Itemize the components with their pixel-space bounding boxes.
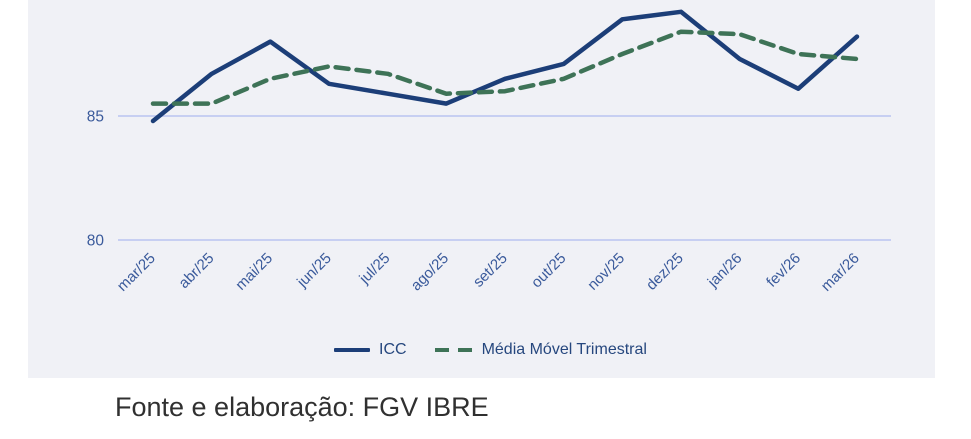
legend-item-icc: ICC — [334, 341, 407, 359]
x-tick-label-dez-25: dez/25 — [643, 250, 687, 294]
x-tick-label-fev-26: fev/26 — [763, 250, 804, 291]
x-tick-label-jun-25: jun/25 — [293, 250, 335, 292]
icc-line — [150, 9, 860, 124]
y-tick-label-85: 85 — [87, 109, 104, 126]
source-note: Fonte e elaboração: FGV IBRE — [115, 392, 489, 422]
x-tick-label-mar-26: mar/26 — [818, 250, 863, 295]
x-tick-label-nov-25: nov/25 — [584, 250, 628, 294]
line-chart: 85 80 mar/25 abr/25 mai/25 jun/25 jul/25 ago/25… — [87, 9, 891, 295]
moving-average-swatch — [434, 348, 473, 352]
icc-line-swatch — [334, 348, 370, 352]
x-tick-label-abr-25: abr/25 — [175, 250, 217, 292]
legend-item-moving-average: Média Móvel Trimestral — [434, 341, 647, 359]
legend-label-moving-average: Média Móvel Trimestral — [481, 341, 647, 358]
x-tick-label-jul-25: jul/25 — [355, 250, 393, 288]
x-tick-label-mar-25: mar/25 — [114, 250, 159, 295]
legend-label-icc: ICC — [379, 341, 407, 358]
moving-average-line — [150, 29, 860, 106]
x-tick-label-out-25: out/25 — [528, 250, 570, 292]
x-tick-label-set-25: set/25 — [470, 250, 511, 291]
x-tick-label-jan-26: jan/26 — [704, 250, 746, 292]
x-tick-label-ago-25: ago/25 — [408, 250, 452, 294]
legend: ICC Média Móvel Trimestral — [334, 341, 647, 359]
x-tick-label-mai-25: mai/25 — [232, 250, 276, 294]
y-tick-label-80: 80 — [87, 233, 105, 250]
chart-card: 85 80 mar/25 abr/25 mai/25 jun/25 jul/25 ago/25… — [28, 0, 935, 378]
